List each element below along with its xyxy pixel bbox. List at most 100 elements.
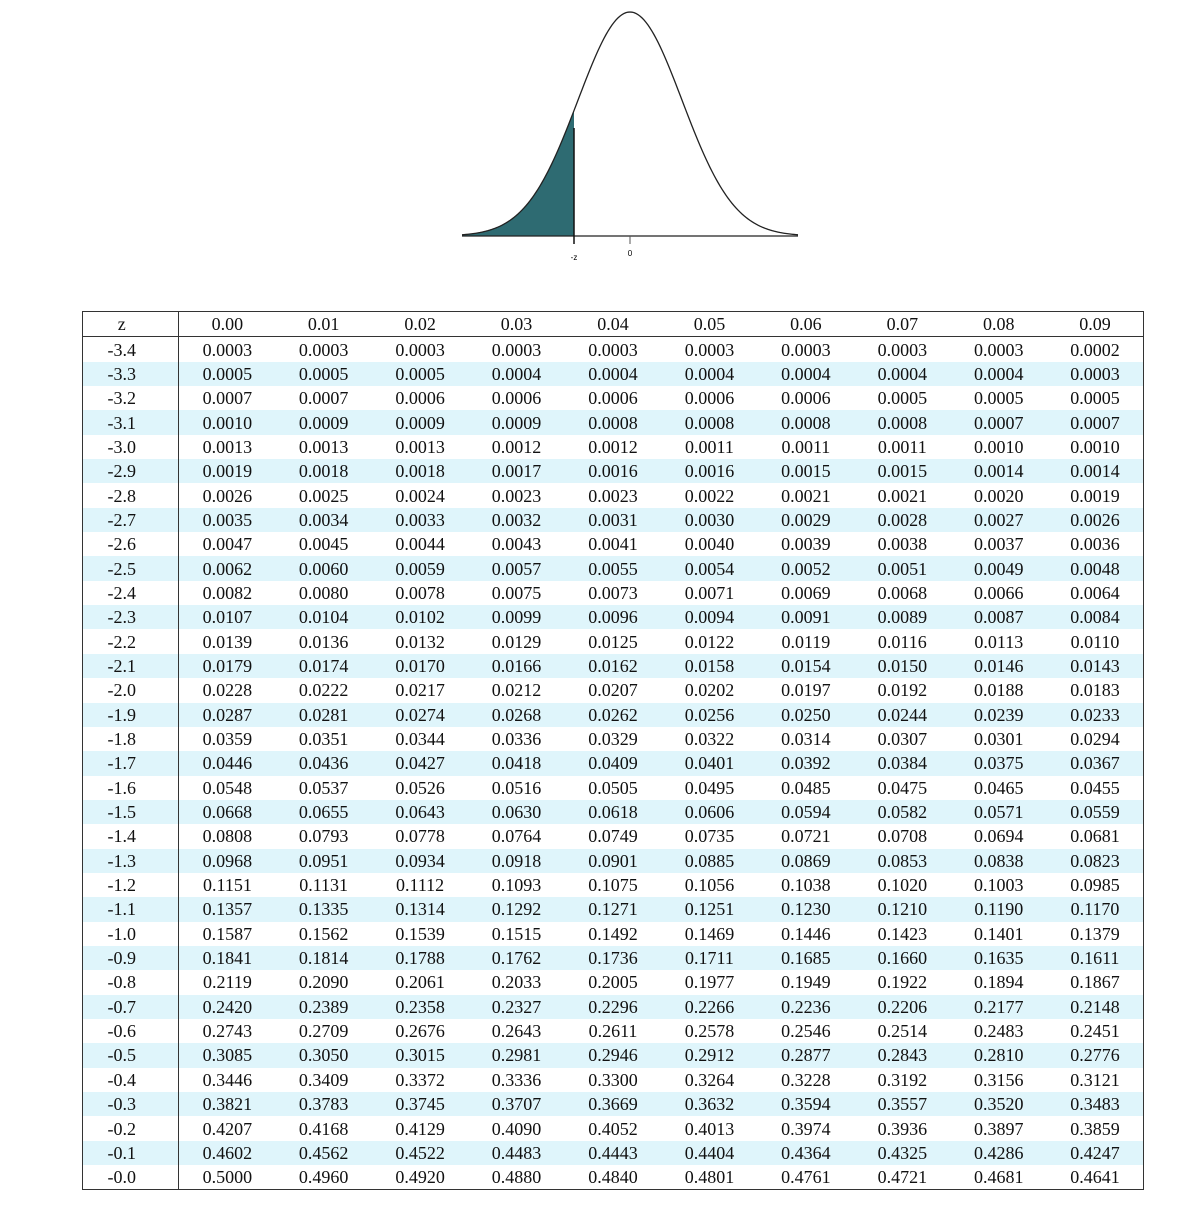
probability-cell: 0.2451 [1070,1021,1120,1042]
probability-cell: 0.0268 [468,702,565,727]
probability-cell: 0.0143 [1047,653,1144,679]
z-value-cell: -2.1 [82,653,180,679]
probability-cell: 0.0014 [1047,459,1144,484]
probability-cell: 0.0694 [974,826,1024,847]
probability-cell: 0.0007 [298,388,349,409]
probability-cell: 0.0314 [781,729,831,750]
table-row: -2.6 0.0047 0.0045 0.0044 0.0043 0.0041 0.0040… [82,532,1144,557]
probability-cell: 0.0174 [275,653,372,679]
table-row: -0.2 0.4207 0.4168 0.4129 0.4090 0.4052 0.4013… [82,1116,1144,1141]
probability-cell: 0.0029 [757,507,855,533]
z-value-cell: -1.6 [82,775,180,800]
probability-cell: 0.0475 [877,777,928,798]
probability-cell: 0.0005 [178,361,276,387]
probability-cell: 0.0294 [1070,729,1120,750]
probability-cell: 0.0951 [275,848,372,873]
probability-cell: 0.0228 [202,680,253,701]
probability-cell: 0.1230 [757,897,855,922]
probability-cell: 0.0401 [661,751,758,776]
probability-cell: 0.0099 [468,605,565,630]
probability-cell: 0.0060 [275,556,372,581]
probability-cell: 0.2061 [395,972,445,993]
probability-cell: 0.0003 [684,339,735,360]
probability-cell: 0.0005 [371,361,469,387]
probability-cell: 0.2148 [1047,994,1144,1019]
probability-cell: 0.1271 [564,897,662,922]
z-value-cell: -3.2 [82,386,180,411]
probability-cell: 0.0125 [588,631,638,652]
probability-cell: 0.0116 [877,631,927,652]
probability-cell: 0.2578 [684,1021,735,1042]
probability-cell: 0.0392 [757,751,855,776]
probability-cell: 0.0104 [275,605,372,630]
probability-cell: 0.1492 [588,923,638,944]
probability-cell: 0.2266 [661,994,758,1019]
probability-cell: 0.3121 [1070,1069,1120,1090]
probability-cell: 0.0485 [781,777,831,798]
probability-cell: 0.2877 [757,1043,855,1068]
probability-cell: 0.4247 [1047,1140,1144,1166]
probability-cell: 0.1894 [974,972,1024,993]
probability-cell: 0.0091 [757,605,855,630]
table-row: -0.3 0.3821 0.3783 0.3745 0.3707 0.3669 0.3632… [82,1092,1144,1117]
probability-cell: 0.0003 [781,339,831,360]
probability-cell: 0.1711 [661,945,758,971]
probability-cell: 0.0222 [298,680,349,701]
table-row: -2.4 0.0082 0.0080 0.0078 0.0075 0.0073 0.0071… [82,580,1144,606]
probability-cell: 0.0336 [491,729,542,750]
probability-cell: 0.0436 [275,751,372,776]
probability-cell: 0.0188 [974,680,1024,701]
probability-cell: 0.1611 [1047,945,1144,971]
table-row: -1.7 0.0446 0.0436 0.0427 0.0418 0.0409 0.0401… [82,751,1144,776]
probability-cell: 0.0183 [1070,680,1120,701]
probability-cell: 0.0049 [950,556,1048,581]
z-value-cell: -2.0 [82,678,180,703]
probability-cell: 0.1020 [877,875,928,896]
probability-cell: 0.0096 [564,605,662,630]
probability-cell: 0.0003 [588,339,638,360]
probability-cell: 0.0010 [178,410,276,435]
probability-cell: 0.0015 [854,459,951,484]
probability-cell: 0.0030 [661,507,758,533]
probability-cell: 0.0918 [468,848,565,873]
column-header: 0.06 [757,311,855,338]
probability-cell: 0.1131 [299,875,349,896]
probability-cell: 0.0019 [178,459,276,484]
probability-cell: 0.0016 [564,459,662,484]
z-table: z 0.00 0.01 0.02 0.03 0.04 0.05 0.06 0.07 0.08 0.… [82,311,1144,1191]
probability-cell: 0.3821 [178,1092,276,1117]
probability-cell: 0.1977 [684,972,735,993]
probability-cell: 0.0025 [298,485,349,506]
probability-cell: 0.3300 [588,1069,638,1090]
probability-cell: 0.0154 [757,653,855,679]
table-row: -2.8 0.0026 0.0025 0.0024 0.0023 0.0023 0.0022… [82,483,1144,508]
probability-cell: 0.0009 [275,410,372,435]
probability-cell: 0.1685 [757,945,855,971]
probability-cell: 0.0038 [877,534,928,555]
probability-cell: 0.0281 [275,702,372,727]
probability-cell: 0.0003 [491,339,542,360]
probability-cell: 0.3156 [974,1069,1024,1090]
probability-cell: 0.4483 [468,1140,565,1166]
probability-cell: 0.0041 [588,534,638,555]
z-value-cell: -3.1 [82,410,180,435]
probability-cell: 0.0901 [564,848,662,873]
probability-cell: 0.1949 [781,972,831,993]
probability-cell: 0.3483 [1047,1092,1144,1117]
z-value-cell: -0.3 [82,1092,180,1117]
probability-cell: 0.0630 [468,799,565,825]
probability-cell: 0.0012 [588,436,638,457]
probability-cell: 0.0003 [298,339,349,360]
probability-cell: 0.0004 [661,361,758,387]
probability-cell: 0.0329 [588,729,638,750]
probability-cell: 0.2843 [854,1043,951,1068]
bell-curve-line [461,11,799,236]
probability-cell: 0.0207 [588,680,638,701]
probability-cell: 0.0418 [468,751,565,776]
probability-cell: 0.4129 [395,1118,445,1139]
probability-cell: 0.2776 [1047,1043,1144,1068]
table-row: -3.0 0.0013 0.0013 0.0013 0.0012 0.0012 0.0011… [82,434,1144,460]
probability-cell: 0.0035 [178,507,276,533]
probability-cell: 0.2810 [950,1043,1048,1068]
probability-cell: 0.0006 [684,388,735,409]
